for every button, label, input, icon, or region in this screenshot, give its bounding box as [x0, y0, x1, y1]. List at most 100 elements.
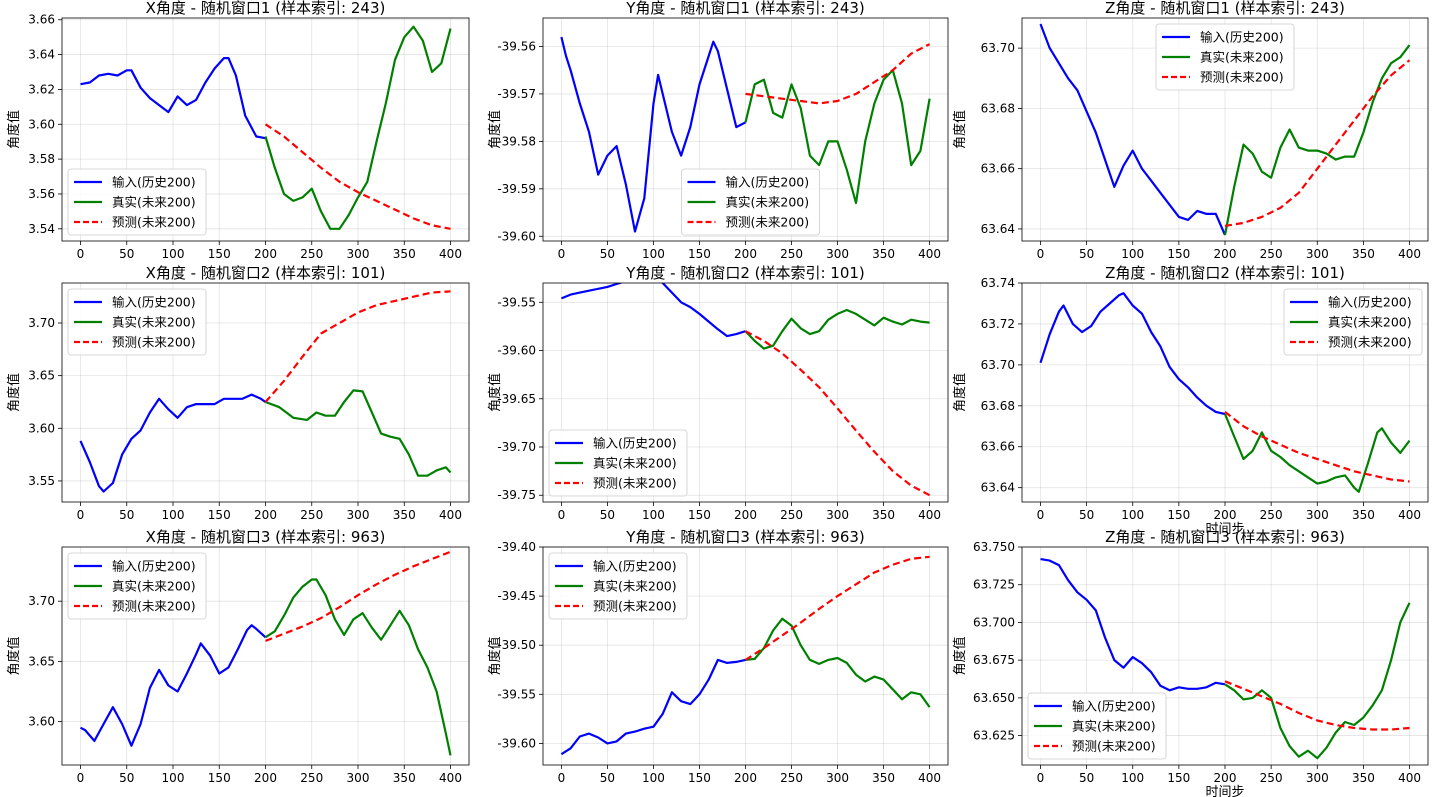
y-tick-label: -39.45	[497, 589, 536, 603]
legend: 输入(历史200) 真实(未来200) 预测(未来200)	[548, 429, 688, 497]
legend-label-pred: 预测(未来200)	[112, 215, 196, 230]
chart-title: Y角度 - 随机窗口3 (样本索引: 963)	[625, 528, 865, 546]
series-line-pred	[744, 555, 930, 661]
x-axis-label: 时间步	[1205, 522, 1244, 537]
y-axis-label: 角度值	[952, 110, 968, 149]
x-tick-label: 400	[918, 771, 941, 785]
legend-box	[1027, 692, 1167, 760]
subplot-2: 0 50 100 150 200 250 300 350 400 -39.60 -39.59 -39.…	[487, 0, 949, 261]
legend-label-input: 输入(历史200)	[593, 559, 677, 574]
y-tick-label: -39.50	[497, 638, 536, 652]
series-line-pred	[265, 550, 451, 642]
subplot-7: 0 50 100 150 200 250 300 350 400 3.60 3.65 3.70 X角度 …	[6, 528, 470, 785]
series-line-input	[1039, 292, 1226, 416]
y-tick-label: 3.60	[28, 421, 55, 435]
series-line-truth	[744, 308, 930, 350]
y-tick-label: 3.58	[28, 152, 55, 166]
x-tick-label: 250	[780, 247, 803, 261]
x-tick-label: 0	[1037, 247, 1045, 261]
legend-label-truth: 真实(未来200)	[1072, 719, 1156, 734]
x-tick-label: 150	[208, 771, 231, 785]
y-axis-label: 角度值	[6, 110, 22, 149]
x-axis-label: 时间步	[1205, 785, 1244, 797]
x-tick-label: 50	[600, 508, 615, 522]
legend-label-input: 输入(历史200)	[593, 436, 677, 451]
legend-label-input: 输入(历史200)	[1072, 699, 1156, 714]
x-tick-label: 250	[300, 247, 323, 261]
series-group	[1040, 558, 1411, 760]
x-tick-label: 100	[162, 508, 185, 522]
x-tick-label: 350	[872, 508, 895, 522]
y-tick-label: -39.40	[497, 540, 536, 554]
y-axis-label: 角度值	[487, 636, 503, 675]
series-line-pred	[745, 43, 931, 105]
legend: 输入(历史200) 真实(未来200) 预测(未来200)	[548, 552, 688, 620]
y-axis-label: 角度值	[487, 110, 503, 149]
y-tick-label: 63.68	[981, 101, 1015, 115]
y-tick-label: 63.64	[981, 222, 1015, 236]
legend-label-pred: 预测(未来200)	[1072, 739, 1156, 754]
chart-title: Y角度 - 随机窗口2 (样本索引: 101)	[625, 264, 865, 282]
x-tick-label: 300	[347, 247, 370, 261]
legend: 输入(历史200) 真实(未来200) 预测(未来200)	[1155, 23, 1295, 91]
x-tick-label: 0	[77, 771, 85, 785]
x-tick-label: 0	[1037, 771, 1045, 785]
y-tick-label: -39.59	[497, 182, 536, 196]
legend-box	[548, 429, 688, 497]
legend-label-pred: 预测(未来200)	[593, 599, 677, 614]
legend-box	[1283, 288, 1423, 356]
x-tick-label: 0	[1037, 508, 1045, 522]
chart-title: Z角度 - 随机窗口1 (样本索引: 243)	[1105, 0, 1345, 17]
x-tick-label: 350	[393, 247, 416, 261]
y-tick-label: -39.65	[497, 392, 536, 406]
x-tick-label: 150	[208, 247, 231, 261]
x-tick-label: 100	[642, 247, 665, 261]
legend: 输入(历史200) 真实(未来200) 预测(未来200)	[67, 168, 207, 236]
y-tick-label: 3.60	[28, 117, 55, 131]
x-tick-label: 100	[1121, 508, 1144, 522]
x-tick-label: 100	[1121, 771, 1144, 785]
legend: 输入(历史200) 真实(未来200) 预测(未来200)	[1283, 288, 1423, 356]
legend-label-truth: 真实(未来200)	[593, 579, 677, 594]
subplot-9: 0 50 100 150 200 250 300 350 400 63.625 63.650 63.6…	[952, 528, 1429, 797]
x-tick-label: 350	[1352, 247, 1375, 261]
legend-label-pred: 预测(未来200)	[112, 599, 196, 614]
x-tick-label: 400	[918, 247, 941, 261]
y-tick-label: -39.56	[497, 39, 536, 53]
y-tick-label: -39.70	[497, 440, 536, 454]
legend-box	[548, 552, 688, 620]
chart-title: Y角度 - 随机窗口1 (样本索引: 243)	[625, 0, 865, 17]
series-group	[560, 283, 931, 497]
y-tick-label: 63.64	[981, 481, 1015, 495]
y-tick-label: -39.58	[497, 134, 536, 148]
y-tick-label: -39.60	[497, 736, 536, 750]
x-tick-label: 50	[119, 508, 134, 522]
y-tick-label: 63.700	[973, 615, 1015, 629]
x-tick-label: 250	[1260, 247, 1283, 261]
y-tick-label: -39.75	[497, 488, 536, 502]
x-tick-label: 350	[1352, 771, 1375, 785]
x-tick-label: 300	[826, 247, 849, 261]
x-tick-label: 150	[688, 771, 711, 785]
x-tick-label: 0	[77, 508, 85, 522]
legend-box	[67, 168, 207, 236]
series-line-pred	[744, 330, 931, 497]
x-tick-label: 100	[1121, 247, 1144, 261]
x-tick-label: 250	[780, 508, 803, 522]
x-tick-label: 400	[918, 508, 941, 522]
x-tick-label: 50	[1079, 247, 1094, 261]
y-tick-label: 3.54	[28, 222, 55, 236]
legend-box	[67, 288, 207, 356]
x-tick-label: 0	[558, 508, 566, 522]
y-axis-label: 角度值	[952, 636, 968, 675]
legend-label-pred: 预测(未来200)	[593, 476, 677, 491]
y-tick-label: 3.65	[28, 654, 55, 668]
y-tick-label: 3.56	[28, 187, 55, 201]
x-tick-label: 200	[1214, 247, 1237, 261]
chart-title: X角度 - 随机窗口3 (样本索引: 963)	[146, 528, 386, 546]
x-tick-label: 200	[734, 247, 757, 261]
y-tick-label: 63.72	[981, 317, 1015, 331]
series-line-truth	[264, 25, 452, 230]
series-line-input	[80, 56, 266, 140]
